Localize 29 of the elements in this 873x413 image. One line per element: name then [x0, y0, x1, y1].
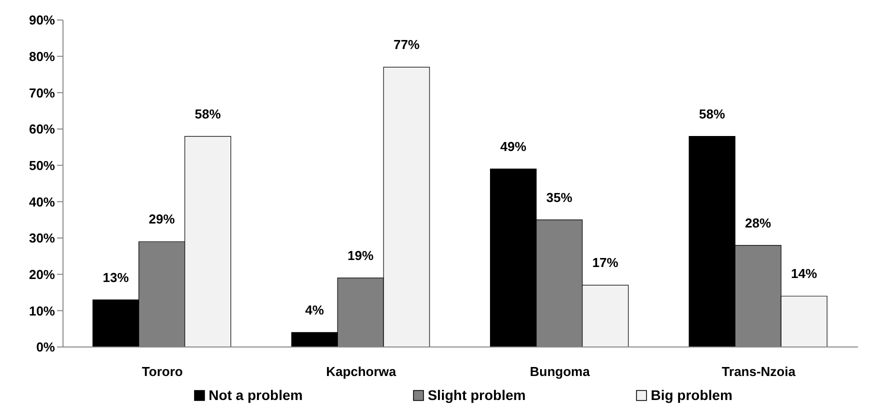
y-tick-label: 70%: [28, 85, 56, 100]
y-tick-label: 30%: [28, 230, 56, 246]
data-label: 4%: [305, 302, 324, 318]
legend-label: Slight problem: [428, 387, 526, 403]
data-label: 58%: [699, 106, 726, 122]
data-label: 58%: [194, 106, 222, 122]
x-tick-label: Tororo: [142, 364, 183, 380]
data-label: 14%: [791, 266, 818, 282]
x-tick-label: Trans-Nzoia: [722, 364, 796, 380]
data-label: 17%: [592, 255, 619, 270]
y-tick-label: 60%: [28, 122, 56, 137]
data-label: 28%: [745, 215, 772, 230]
data-label: 49%: [500, 138, 527, 154]
y-tick-label: 0%: [36, 340, 56, 355]
data-label: 29%: [148, 212, 176, 227]
y-tick-label: 40%: [28, 194, 56, 210]
y-tick-label: 50%: [28, 158, 56, 173]
y-tick-label: 10%: [28, 303, 56, 318]
x-tick-label: Kapchorwa: [326, 364, 397, 380]
legend-label: Big problem: [650, 387, 732, 403]
data-label: 35%: [546, 190, 573, 205]
y-tick-label: 20%: [28, 266, 56, 282]
y-tick-label: 90%: [28, 12, 56, 28]
data-label: 19%: [348, 248, 374, 263]
y-tick-label: 80%: [28, 48, 56, 64]
data-label: 13%: [102, 270, 130, 285]
x-tick-label: Bungoma: [530, 364, 591, 380]
data-label: 77%: [394, 37, 420, 52]
legend-label: Not a problem: [208, 387, 303, 403]
